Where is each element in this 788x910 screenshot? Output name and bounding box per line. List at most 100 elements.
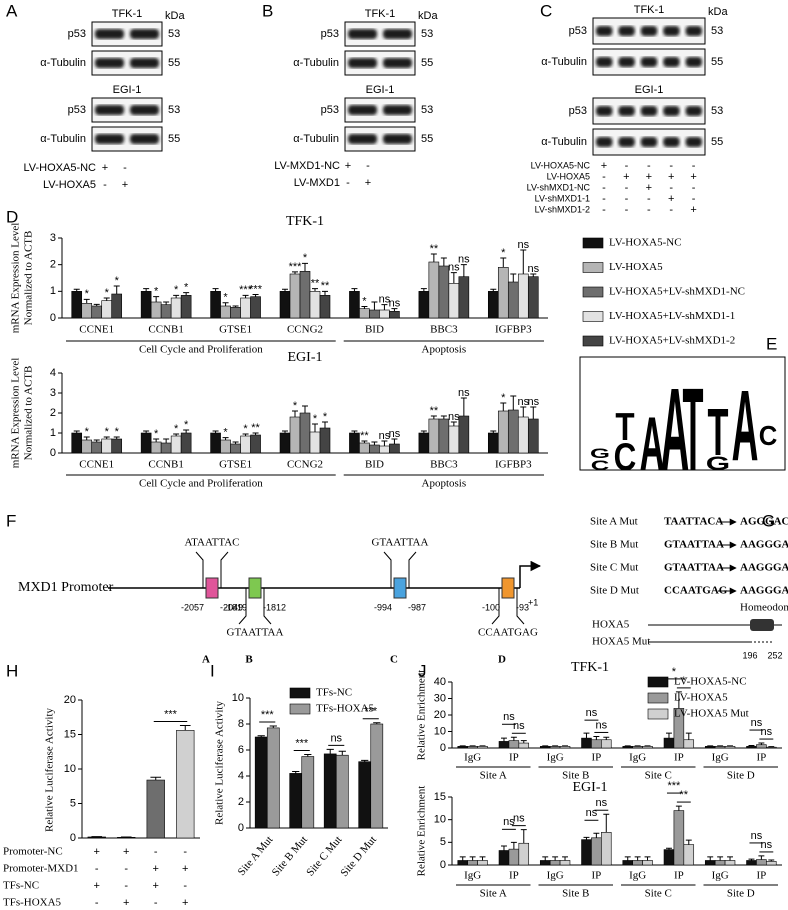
error-bar — [440, 257, 447, 266]
tss-arrow — [519, 560, 542, 588]
error-bar — [542, 856, 549, 861]
group-label: Site A — [480, 770, 507, 782]
bar — [230, 307, 241, 319]
bar — [250, 434, 261, 454]
condition-sign: - — [625, 160, 629, 172]
significance: ns — [596, 719, 608, 731]
error-bar — [603, 813, 610, 833]
bar — [418, 291, 430, 319]
bar — [335, 754, 349, 829]
legend-swatch — [289, 687, 311, 699]
error-bar — [222, 302, 229, 306]
y-tick-label: 10 — [64, 763, 76, 775]
y-axis-label: mRNA Expression Level — [10, 223, 22, 334]
y-axis-label: mRNA Expression Level — [10, 358, 22, 469]
panel-letter: F — [6, 511, 16, 530]
significance: ns — [586, 707, 598, 719]
legend-swatch — [582, 286, 604, 298]
protein-label: p53 — [321, 28, 339, 40]
significance: * — [154, 428, 159, 440]
mut-site: Site B Mut — [590, 539, 638, 551]
y-tick-label: 3 — [50, 387, 56, 399]
panel-letter: E — [766, 334, 777, 353]
blot-band — [130, 134, 159, 144]
error-bar — [153, 438, 160, 442]
bar — [642, 860, 653, 866]
x-tick-label: IgG — [547, 752, 564, 764]
bar — [642, 746, 653, 749]
condition-sign: + — [601, 160, 607, 172]
panel-letter: D — [6, 207, 18, 226]
legend-label: TFs-NC — [316, 687, 352, 699]
error-bar — [153, 296, 160, 302]
condition-sign: - — [602, 182, 606, 194]
protein-label: α-Tubulin — [40, 57, 86, 69]
condition-sign: - — [123, 162, 127, 174]
significance: ** — [311, 278, 320, 290]
blot-band — [685, 26, 702, 36]
condition-sign: - — [602, 171, 606, 183]
bar — [508, 740, 520, 749]
x-tick-label: CCNB1 — [148, 459, 183, 471]
bar — [71, 432, 83, 454]
bar — [301, 756, 315, 829]
error-bar — [583, 836, 590, 840]
condition-label: LV-shMXD1-2 — [535, 204, 590, 214]
site-end: -987 — [408, 602, 426, 612]
error-bar — [727, 856, 733, 861]
error-bar — [338, 750, 346, 756]
significance: ** — [321, 280, 330, 292]
error-bar — [501, 737, 507, 742]
error-bar — [292, 770, 300, 774]
legend-label: LV-HOXA5 — [609, 261, 663, 273]
x-tick-label: IP — [756, 870, 766, 882]
condition-label: LV-HOXA5-NC — [23, 162, 96, 174]
bar — [279, 432, 291, 454]
y-tick-label: 2 — [50, 407, 56, 419]
logo-frame — [579, 356, 786, 471]
x-tick-label: IGFBP3 — [495, 324, 532, 336]
blot-band — [640, 106, 658, 116]
kda-label: 55 — [711, 136, 723, 148]
significance: ** — [430, 405, 439, 417]
condition-label: LV-HOXA5-NC — [531, 160, 591, 170]
bar — [369, 309, 380, 319]
error-bar — [758, 855, 765, 860]
logo-letter: G — [706, 452, 730, 474]
blot-band — [663, 137, 680, 147]
bar — [289, 416, 301, 454]
site-sequence: CCAATGAG — [478, 627, 538, 639]
significance: *** — [289, 261, 303, 273]
bar — [81, 439, 93, 454]
bar — [140, 432, 152, 454]
bar — [146, 779, 165, 839]
protein-label: p53 — [321, 104, 339, 116]
blot-band — [130, 105, 159, 115]
y-tick-label: 0 — [50, 447, 56, 459]
error-bar — [351, 430, 358, 433]
condition-sign: + — [345, 160, 351, 172]
bar — [379, 445, 390, 454]
legend-swatch — [647, 692, 669, 704]
bar — [389, 311, 400, 319]
error-bar — [460, 397, 467, 416]
y-axis-label: Normalized to ACTB — [23, 366, 35, 461]
error-bar — [183, 292, 190, 296]
x-tick-label: IGFBP3 — [495, 459, 532, 471]
bar — [663, 849, 675, 866]
y-tick-label: 15 — [434, 791, 446, 803]
mut-to: AAGGGACT — [740, 562, 788, 574]
protein-label: α-Tubulin — [293, 57, 339, 69]
site-start: -2057 — [181, 602, 204, 612]
bar — [389, 443, 400, 454]
bar — [428, 261, 440, 319]
error-bar — [242, 433, 249, 436]
significance: * — [184, 282, 189, 294]
error-bar — [282, 430, 289, 433]
condition-sign: + — [94, 846, 100, 858]
protein-label: p53 — [68, 28, 86, 40]
group-label: Site D — [727, 888, 755, 900]
binding-site — [501, 577, 515, 599]
error-bar — [302, 262, 308, 272]
condition-sign: - — [95, 897, 99, 909]
